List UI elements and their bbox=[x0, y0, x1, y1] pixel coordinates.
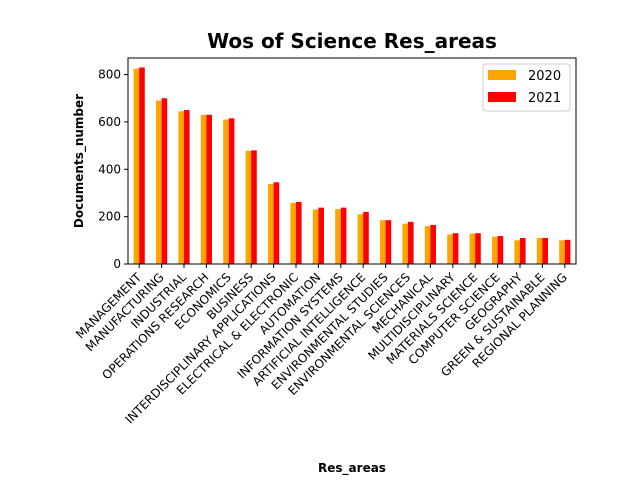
bar-2021-12 bbox=[385, 220, 392, 264]
x-axis-label: Res_areas bbox=[318, 461, 386, 476]
bar-2020-6 bbox=[245, 150, 252, 264]
bar-2021-18 bbox=[520, 237, 526, 264]
bar-2020-14 bbox=[424, 226, 431, 264]
legend-label-2021: 2021 bbox=[528, 91, 561, 106]
bar-2021-2 bbox=[161, 98, 168, 265]
bar-2021-9 bbox=[318, 207, 324, 264]
bar-2021-10 bbox=[340, 207, 347, 264]
bar-2020-7 bbox=[268, 183, 274, 264]
legend-swatch-2021 bbox=[488, 92, 516, 102]
bar-2021-7 bbox=[273, 182, 280, 264]
y-tick-label: 400 bbox=[98, 162, 121, 176]
y-tick-label: 200 bbox=[98, 210, 121, 224]
bar-2020-13 bbox=[402, 223, 408, 264]
bar-2020-9 bbox=[312, 209, 319, 264]
bar-2020-16 bbox=[469, 233, 476, 264]
bar-2021-5 bbox=[228, 118, 235, 265]
bar-2020-5 bbox=[223, 119, 229, 264]
bar-2021-19 bbox=[542, 237, 548, 264]
bar-2021-1 bbox=[139, 67, 145, 264]
bar-2021-6 bbox=[251, 150, 257, 264]
bar-2020-12 bbox=[380, 220, 386, 264]
legend: 2020 2021 bbox=[482, 63, 571, 112]
bar-2020-2 bbox=[156, 100, 162, 264]
bar-2021-17 bbox=[497, 236, 504, 264]
y-tick-label: 0 bbox=[113, 257, 121, 271]
bar-2021-16 bbox=[475, 233, 481, 264]
chart-title: Wos of Science Res_areas bbox=[207, 29, 497, 53]
plot-frame bbox=[127, 57, 577, 265]
bar-2021-15 bbox=[452, 233, 459, 264]
y-tick-label: 600 bbox=[98, 115, 121, 129]
bar-2021-4 bbox=[206, 114, 212, 265]
x-axis: MANAGEMENTMANUFACTURINGINDUSTRIALOPERATI… bbox=[73, 264, 570, 426]
bar-2021-20 bbox=[564, 239, 571, 264]
bar-2020-18 bbox=[514, 240, 520, 264]
bar-2021-11 bbox=[363, 211, 369, 264]
y-axis-label: Documents_number bbox=[72, 94, 87, 228]
y-tick-label: 800 bbox=[98, 68, 121, 82]
bar-2020-17 bbox=[492, 236, 498, 264]
bar-2020-19 bbox=[536, 237, 543, 264]
bar-2020-3 bbox=[178, 111, 184, 264]
bar-2021-13 bbox=[408, 221, 414, 264]
bar-2020-20 bbox=[559, 240, 565, 264]
legend-swatch-2020 bbox=[488, 70, 516, 80]
bar-2020-15 bbox=[447, 234, 453, 264]
bars-group bbox=[133, 67, 571, 265]
y-axis: 0 200 400 600 800 bbox=[98, 68, 128, 271]
bar-2020-8 bbox=[290, 202, 296, 264]
legend-label-2020: 2020 bbox=[528, 69, 561, 84]
bar-2021-3 bbox=[184, 110, 190, 265]
bar-2020-1 bbox=[133, 68, 140, 264]
bar-2021-14 bbox=[430, 224, 436, 264]
bar-2021-8 bbox=[296, 201, 302, 264]
bar-2020-11 bbox=[357, 214, 364, 264]
bar-2020-4 bbox=[200, 114, 207, 265]
bar-2020-10 bbox=[335, 209, 341, 264]
